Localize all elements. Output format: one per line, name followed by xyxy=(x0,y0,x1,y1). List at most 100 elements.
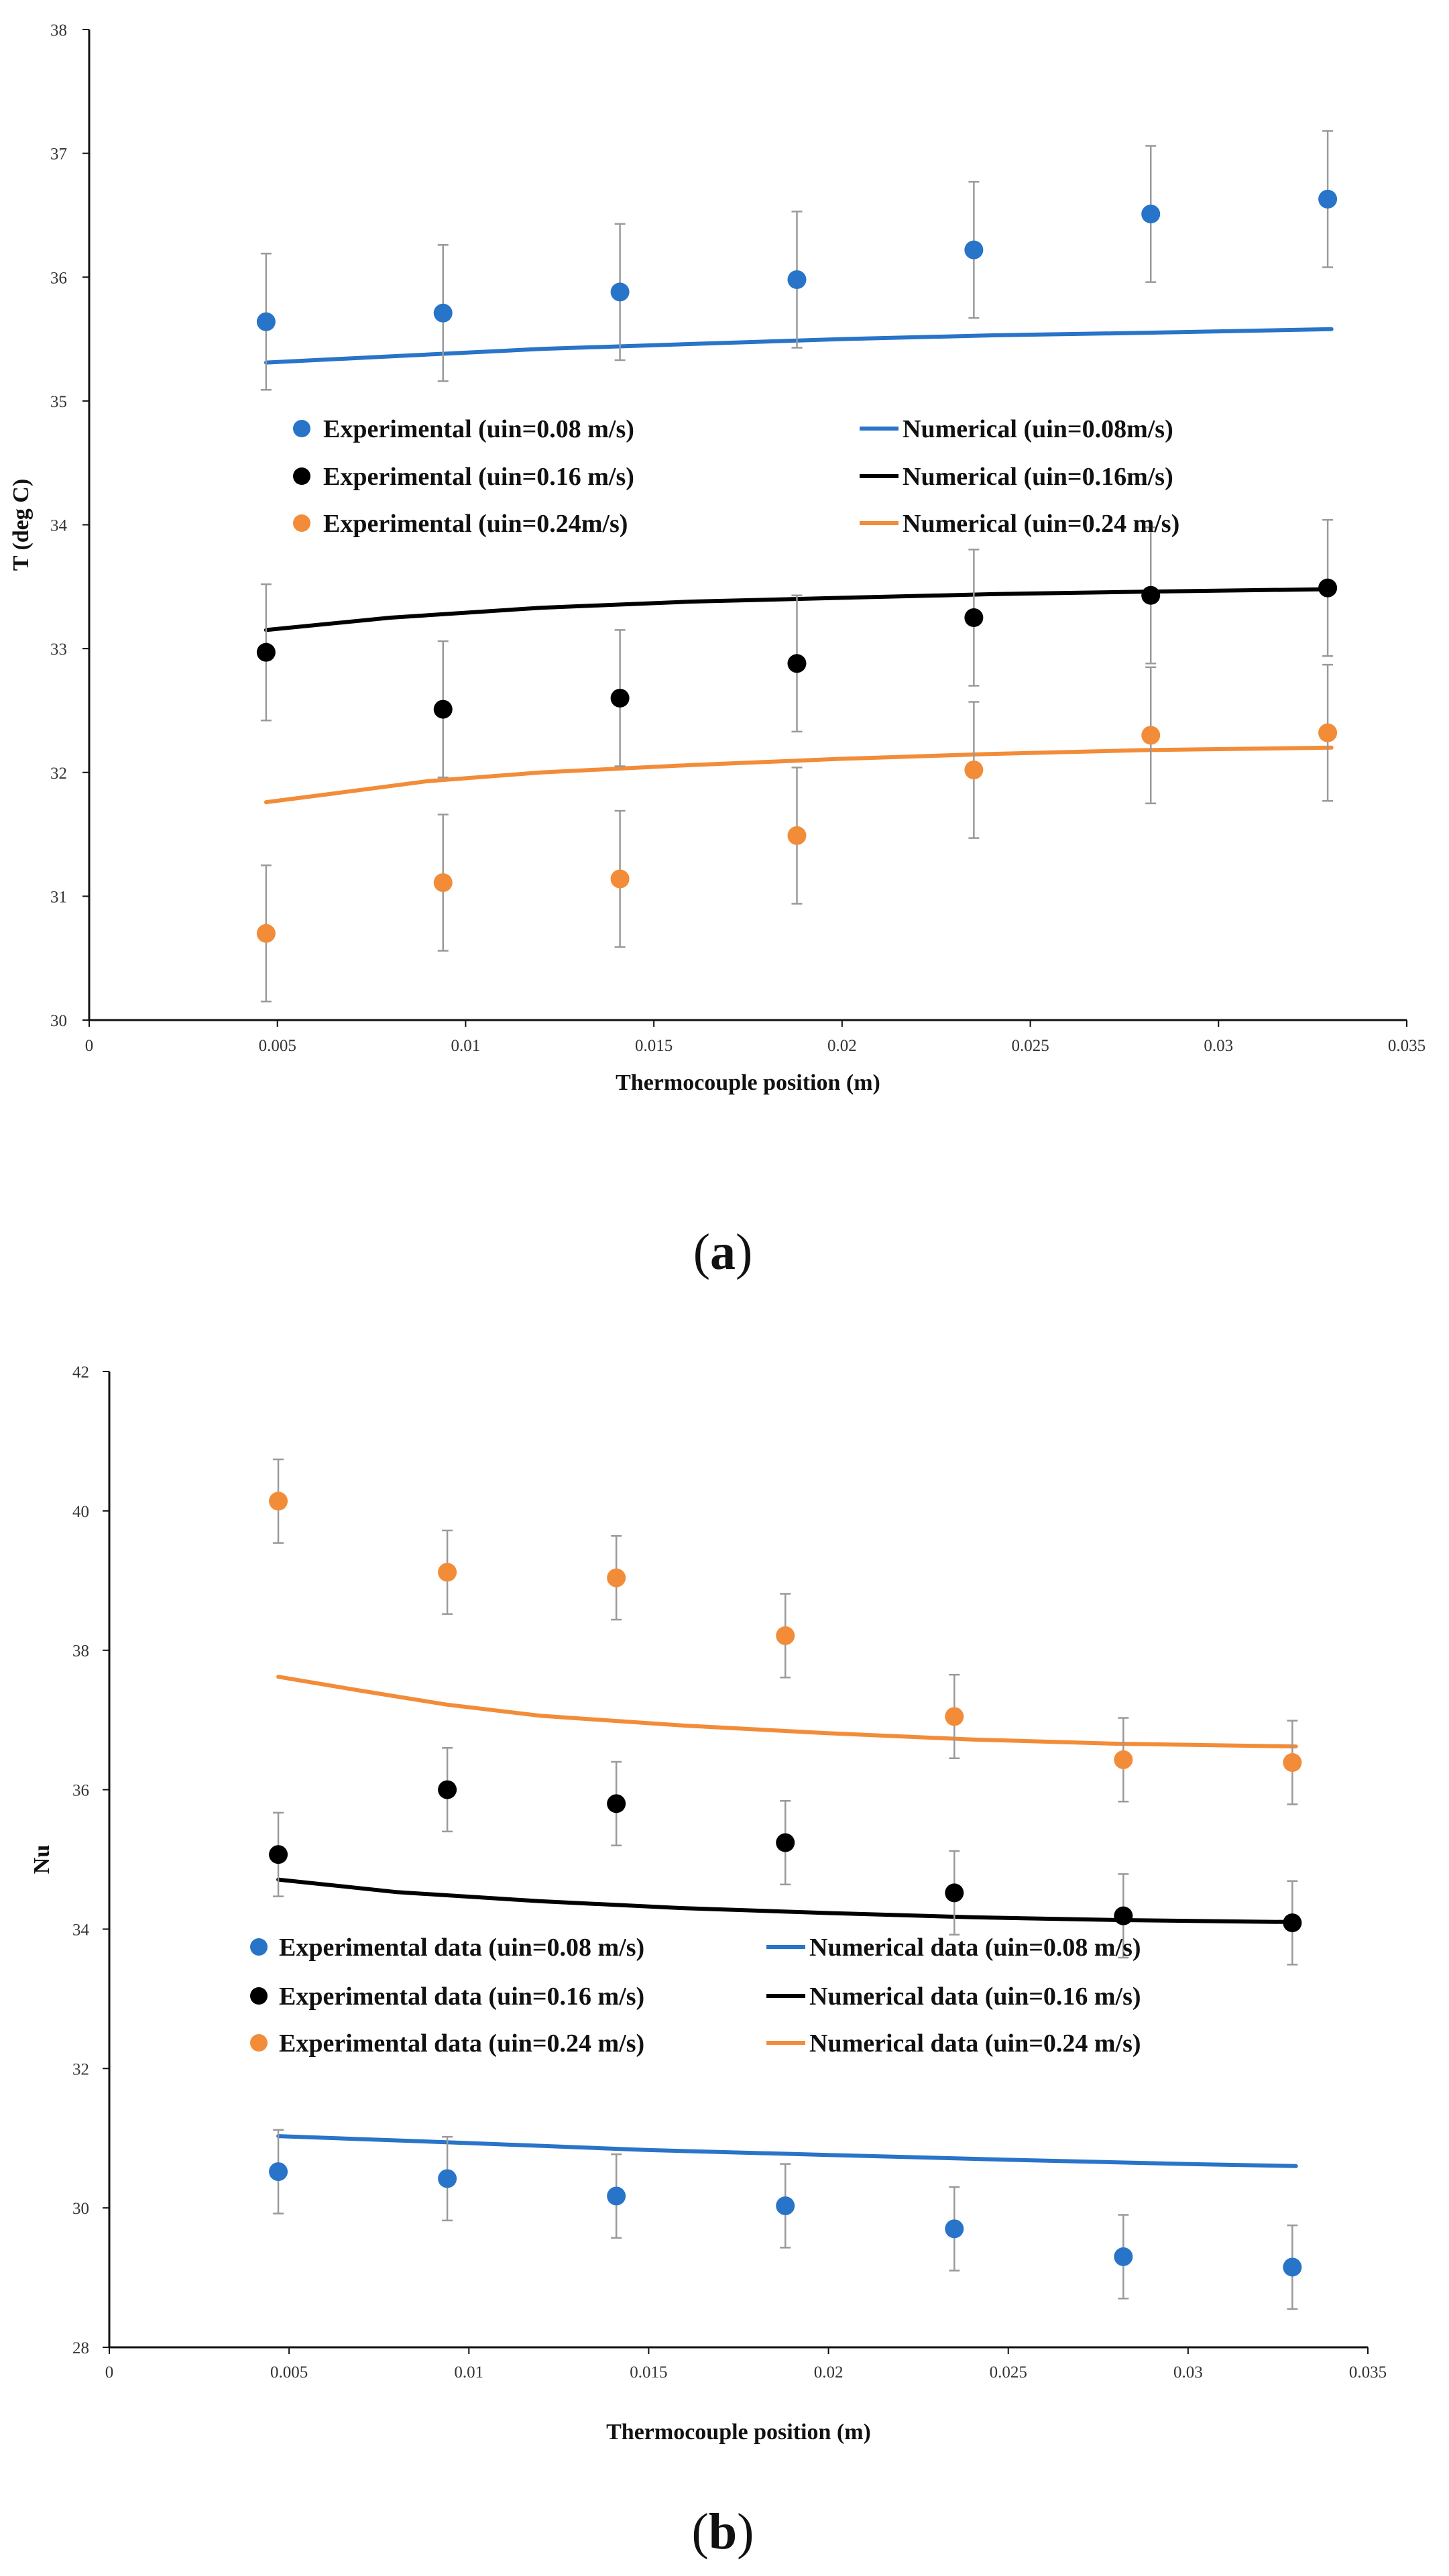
x-tick-label: 0 xyxy=(85,1037,94,1055)
data-point xyxy=(776,2196,795,2216)
data-point xyxy=(1114,2247,1133,2266)
data-point xyxy=(610,688,630,708)
data-point xyxy=(610,282,630,302)
data-point xyxy=(433,873,453,893)
y-tick-label: 30 xyxy=(72,2200,89,2218)
x-tick-label: 0.025 xyxy=(990,2363,1027,2382)
legend-label: Numerical (uin=0.24 m/s) xyxy=(903,510,1179,538)
numerical-series-line xyxy=(264,587,1334,632)
panel-a-label: (a) xyxy=(693,1224,753,1280)
legend-label: Experimental (uin=0.24m/s) xyxy=(323,510,628,538)
data-point xyxy=(1283,1913,1302,1933)
data-point xyxy=(1141,726,1161,745)
x-tick-label: 0.01 xyxy=(451,1037,481,1055)
x-tick-label: 0.035 xyxy=(1388,1037,1426,1055)
data-point xyxy=(1114,1750,1133,1769)
y-tick-label: 37 xyxy=(50,146,67,164)
data-point xyxy=(776,1626,795,1645)
x-tick-label: 0.005 xyxy=(270,2363,308,2382)
legend-label: Numerical (uin=0.08m/s) xyxy=(903,415,1173,443)
data-point xyxy=(1318,189,1338,209)
legend: Experimental (uin=0.08 m/s) Numerical (ui… xyxy=(293,415,1179,538)
data-point xyxy=(1141,585,1161,605)
y-tick-label: 35 xyxy=(50,393,67,411)
x-axis-title: Thermocouple position (m) xyxy=(606,2420,871,2445)
chart-b-nusselt: 28 30 32 34 36 38 40 42 0 0.005 0.01 0.015 0.02 0.025… xyxy=(30,1363,1387,2445)
data-point xyxy=(1114,1906,1133,1925)
data-point xyxy=(607,2186,626,2206)
data-point xyxy=(256,312,276,331)
data-point xyxy=(964,240,984,260)
data-point xyxy=(269,2162,288,2182)
data-point xyxy=(607,1568,626,1587)
y-tick-label: 38 xyxy=(50,21,67,40)
y-tick-label: 34 xyxy=(50,517,68,535)
legend-label: Numerical data (uin=0.24 m/s) xyxy=(809,2029,1141,2058)
x-tick-label: 0.005 xyxy=(259,1037,296,1055)
x-tick-label: 0.03 xyxy=(1204,1037,1233,1055)
data-point xyxy=(964,608,984,627)
data-point xyxy=(256,923,276,943)
numerical-series-line xyxy=(276,1675,1298,1749)
x-tick-label: 0 xyxy=(105,2363,114,2382)
y-tick-label: 36 xyxy=(50,269,67,287)
data-point xyxy=(607,1794,626,1813)
legend-label: Numerical (uin=0.16m/s) xyxy=(903,463,1173,491)
data-point xyxy=(1141,205,1161,224)
data-point xyxy=(438,1780,457,1799)
legend-label: Experimental (uin=0.08 m/s) xyxy=(323,415,634,443)
data-point xyxy=(269,1492,288,1511)
chart-a-temperature: 30 31 32 33 34 35 36 37 38 0 0.005 0.01 0.015 0.02 0.0… xyxy=(9,21,1426,1095)
legend-label: Experimental (uin=0.16 m/s) xyxy=(323,463,634,491)
legend-label: Experimental data (uin=0.24 m/s) xyxy=(279,2029,644,2058)
legend-marker xyxy=(250,1987,268,2005)
legend-label: Experimental data (uin=0.08 m/s) xyxy=(279,1934,644,1962)
data-point xyxy=(945,2219,964,2239)
panel-b-label: (b) xyxy=(692,2504,754,2560)
data-point xyxy=(433,699,453,719)
data-point xyxy=(787,654,807,673)
x-tick-label: 0.015 xyxy=(635,1037,673,1055)
data-point xyxy=(438,2169,457,2188)
y-tick-label: 33 xyxy=(50,640,67,659)
data-point xyxy=(1283,1753,1302,1773)
legend-marker xyxy=(293,467,310,485)
y-tick-label: 42 xyxy=(72,1363,89,1382)
y-tick-label: 32 xyxy=(72,2060,89,2078)
y-axis-title: Nu xyxy=(30,1845,54,1874)
data-point xyxy=(964,761,984,780)
legend-marker xyxy=(293,420,310,437)
y-tick-label: 36 xyxy=(72,1782,89,1800)
y-tick-label: 32 xyxy=(50,765,67,783)
y-tick-label: 38 xyxy=(72,1642,89,1661)
x-axis-title: Thermocouple position (m) xyxy=(616,1070,880,1095)
data-point xyxy=(1318,578,1338,598)
data-point xyxy=(438,1563,457,1582)
legend-marker xyxy=(293,514,310,532)
numerical-series-line xyxy=(264,327,1334,365)
numerical-series-line xyxy=(276,2134,1298,2168)
x-tick-label: 0.02 xyxy=(814,2363,844,2382)
y-tick-label: 34 xyxy=(72,1921,90,1939)
data-point xyxy=(256,642,276,662)
data-point xyxy=(1318,723,1338,742)
data-point xyxy=(269,1845,288,1864)
data-point xyxy=(1283,2257,1302,2277)
data-point xyxy=(945,1707,964,1726)
legend-label: Experimental data (uin=0.16 m/s) xyxy=(279,1982,644,2011)
data-point xyxy=(610,869,630,889)
x-tick-label: 0.025 xyxy=(1011,1037,1049,1055)
legend-marker xyxy=(250,1938,268,1956)
numerical-series-line xyxy=(264,745,1334,805)
y-tick-label: 40 xyxy=(72,1503,89,1521)
y-tick-label: 28 xyxy=(72,2339,89,2357)
x-tick-label: 0.03 xyxy=(1173,2363,1203,2382)
data-point xyxy=(776,1833,795,1852)
data-point xyxy=(787,826,807,845)
data-point xyxy=(433,303,453,323)
x-tick-label: 0.02 xyxy=(827,1037,857,1055)
x-tick-label: 0.035 xyxy=(1349,2363,1387,2382)
legend-label: Numerical data (uin=0.08 m/s) xyxy=(809,1934,1141,1962)
x-tick-label: 0.015 xyxy=(630,2363,667,2382)
